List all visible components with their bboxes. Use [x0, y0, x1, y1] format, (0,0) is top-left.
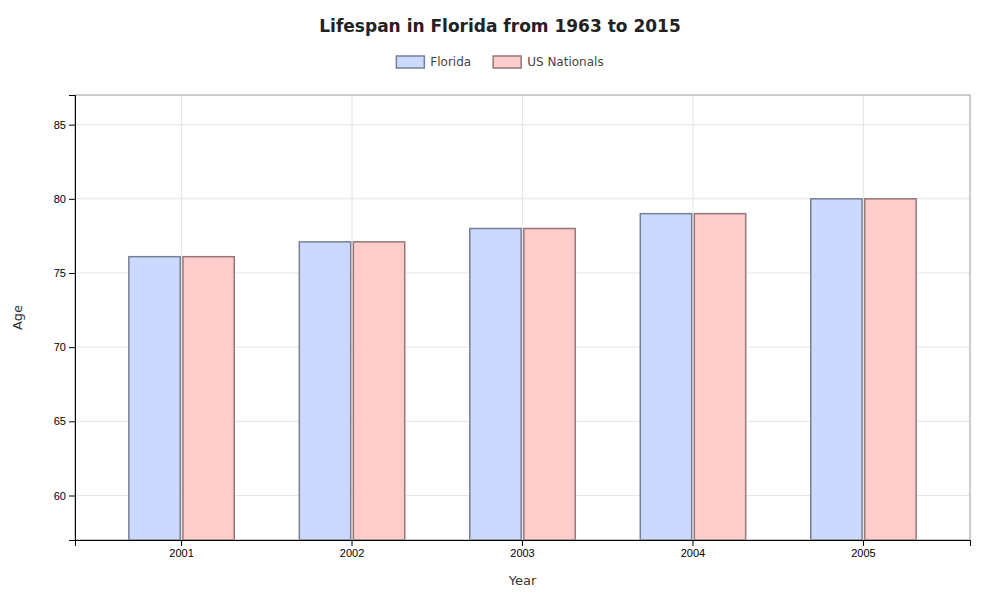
tick-mark	[522, 540, 523, 546]
tick: 80	[54, 193, 75, 205]
tick-label: 75	[54, 267, 66, 279]
tick-label: 2005	[851, 547, 875, 559]
bar	[470, 229, 521, 541]
x-axis: 2001 2002 2003 2004 2005	[76, 540, 971, 559]
x-axis-title: Year	[508, 573, 537, 588]
tick-mark	[352, 540, 353, 546]
bar	[353, 242, 404, 540]
title: Lifespan in Florida from 1963 to 2015	[319, 16, 680, 36]
bar	[129, 257, 180, 540]
tick-label: 2004	[681, 547, 705, 559]
grid-line-x	[863, 95, 864, 540]
bar	[811, 199, 862, 540]
bar	[299, 242, 350, 540]
grid-line-x	[692, 95, 693, 540]
tick-label: 80	[54, 193, 66, 205]
tick-label: 85	[54, 119, 66, 131]
grid	[75, 95, 970, 540]
legend-swatch	[493, 56, 521, 68]
legend: Florida US Nationals	[396, 55, 603, 69]
grid-line-x	[181, 95, 182, 540]
tick: 70	[54, 341, 75, 353]
legend-swatch	[396, 56, 424, 68]
tick-label: 60	[54, 490, 66, 502]
tick-mark	[69, 421, 75, 422]
tick-mark	[181, 540, 182, 546]
y-axis-title: Age	[10, 305, 25, 330]
tick-mark	[69, 199, 75, 200]
chart: 2001 2002 2003 2004 2005 60 65 70 75 80 85 Year Age L…	[0, 0, 1000, 600]
legend-label: US Nationals	[527, 55, 603, 69]
y-axis: 60 65 70 75 80 85	[54, 96, 76, 541]
bar	[694, 214, 745, 540]
grid-line-x	[352, 95, 353, 540]
bar	[524, 229, 575, 541]
grid-line-x	[522, 95, 523, 540]
tick: 2001	[169, 540, 193, 559]
plot: 2001 2002 2003 2004 2005 60 65 70 75 80 85	[54, 95, 971, 559]
tick-mark	[692, 540, 693, 546]
tick: 65	[54, 415, 75, 427]
tick-label: 2002	[340, 547, 364, 559]
series	[183, 199, 916, 540]
tick-mark	[69, 125, 75, 126]
tick: 2005	[851, 540, 875, 559]
tick-mark	[69, 273, 75, 274]
tick: 75	[54, 267, 75, 279]
tick: 85	[54, 119, 75, 131]
tick-mark	[863, 540, 864, 546]
bars	[129, 199, 916, 540]
tick: 2002	[340, 540, 364, 559]
legend-label: Florida	[430, 55, 471, 69]
tick-mark	[69, 347, 75, 348]
tick-mark	[69, 496, 75, 497]
bar	[865, 199, 916, 540]
plot-frame	[75, 95, 970, 540]
axis-line	[69, 96, 76, 541]
legend-item: US Nationals	[493, 55, 603, 69]
axis-line	[76, 541, 971, 547]
tick: 2004	[681, 540, 705, 559]
tick-label: 2003	[510, 547, 534, 559]
bar	[183, 257, 234, 540]
tick: 2003	[510, 540, 534, 559]
bar	[640, 214, 691, 540]
tick-label: 65	[54, 415, 66, 427]
tick-label: 70	[54, 341, 66, 353]
legend-item: Florida	[396, 55, 471, 69]
series	[129, 199, 862, 540]
tick-label: 2001	[169, 547, 193, 559]
tick: 60	[54, 490, 75, 502]
